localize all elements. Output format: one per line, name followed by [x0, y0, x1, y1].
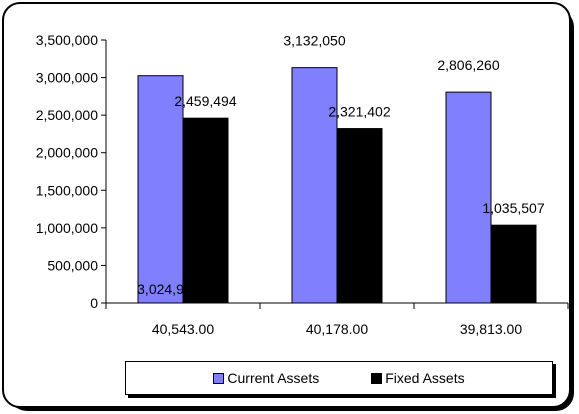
y-tick-label: 500,000	[47, 257, 98, 273]
bar-fixed-assets	[182, 117, 229, 304]
data-label-fixed-assets: 1,035,507	[482, 200, 544, 216]
bar-current-assets	[291, 67, 338, 304]
legend-entry-current-assets: Current Assets	[213, 370, 319, 386]
legend-label-current-assets: Current Assets	[227, 370, 320, 386]
y-tick-label: 1,000,000	[36, 220, 98, 236]
data-label-fixed-assets: 2,459,494	[174, 93, 236, 109]
plot-area: 0 500,000 1,000,000 1,500,000 2,000,000 2,500…	[36, 32, 569, 337]
bar-fixed-assets	[336, 128, 383, 304]
bar-current-assets	[445, 91, 492, 304]
bar-current-assets	[137, 75, 184, 304]
x-tick-label: 39,813.00	[460, 321, 522, 337]
legend-label-fixed-assets: Fixed Assets	[385, 370, 465, 386]
y-tick-label: 3,000,000	[36, 70, 98, 86]
data-label-fixed-assets: 2,321,402	[328, 104, 390, 120]
y-tick-label: 2,500,000	[36, 107, 98, 123]
data-label-current-assets: 2,806,260	[437, 57, 499, 73]
legend: Current Assets Fixed Assets	[125, 361, 553, 395]
y-tick-label: 2,000,000	[36, 145, 98, 161]
y-tick-label: 3,500,000	[36, 32, 98, 48]
legend-swatch-fixed-assets	[371, 372, 383, 384]
x-tick-label: 40,178.00	[306, 321, 368, 337]
legend-entry-fixed-assets: Fixed Assets	[371, 370, 465, 386]
legend-swatch-current-assets	[213, 372, 225, 384]
bar-fixed-assets	[490, 224, 537, 304]
data-label-current-assets: 3,024,9	[137, 281, 184, 297]
y-tick-label: 0	[90, 295, 98, 311]
x-tick-label: 40,543.00	[152, 321, 214, 337]
data-label-current-assets: 3,132,050	[283, 33, 345, 49]
y-tick-label: 1,500,000	[36, 182, 98, 198]
